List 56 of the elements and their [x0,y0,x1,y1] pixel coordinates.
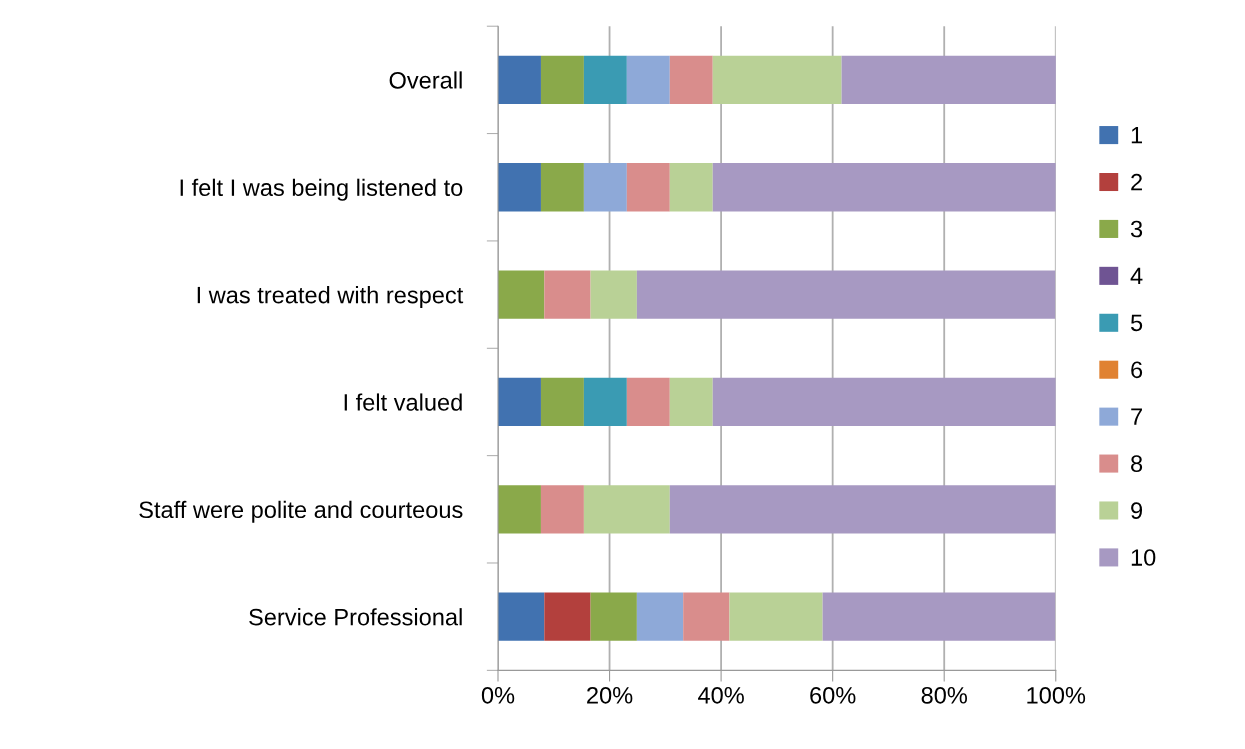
bar [669,163,713,212]
bar [498,592,545,641]
bar [590,270,637,319]
bar [540,55,584,105]
bar [669,55,713,105]
bar [822,592,1056,641]
bar [669,485,1056,534]
bar [841,55,1056,105]
bar [498,163,541,212]
bar [636,270,1056,319]
y-tick-label: I felt valued [344,393,462,411]
bar [498,377,541,427]
bar [540,163,584,212]
bar [669,377,713,427]
legend-label: 5 [1130,314,1143,332]
bar [583,377,627,427]
bar [583,55,627,105]
y-tick-label: I felt I was being listened to [180,178,463,201]
bar [544,592,591,641]
legend-label: 1 [1131,127,1142,144]
y-tick-label: Staff were polite and courteous [139,500,463,523]
legend-label: 8 [1131,455,1143,472]
x-tick-label: 100% [1027,686,1086,704]
bar [636,592,684,641]
x-tick-label: 0% [481,686,515,704]
legend-label: 4 [1130,267,1143,285]
bar [712,55,842,105]
bar [712,163,1056,212]
y-tick-label: I was treated with respect [197,286,464,309]
bar [544,270,591,319]
legend-label: 2 [1131,173,1142,191]
y-tick-label: Overall [389,71,462,89]
bar [626,163,670,212]
bar [498,485,541,534]
bar [590,592,637,641]
legend-label: 7 [1131,408,1142,425]
bar [626,377,670,427]
bar [540,485,584,534]
bar [729,592,823,641]
legend-label: 9 [1131,502,1143,519]
x-tick-label: 80% [921,686,967,704]
y-tick-label: Service Professional [249,608,462,626]
legend-label: 3 [1130,220,1143,238]
x-tick-label: 60% [810,686,856,704]
bar [583,485,670,534]
x-tick-label: 40% [698,686,744,704]
legend-label: 6 [1131,361,1143,379]
x-tick-label: 20% [587,686,633,704]
bar [626,55,670,105]
bar [583,163,627,212]
bar [540,377,584,427]
legend-label: 10 [1131,549,1156,566]
bar [683,592,730,641]
bar [498,270,545,319]
bar [498,55,541,105]
bar [712,377,1056,427]
